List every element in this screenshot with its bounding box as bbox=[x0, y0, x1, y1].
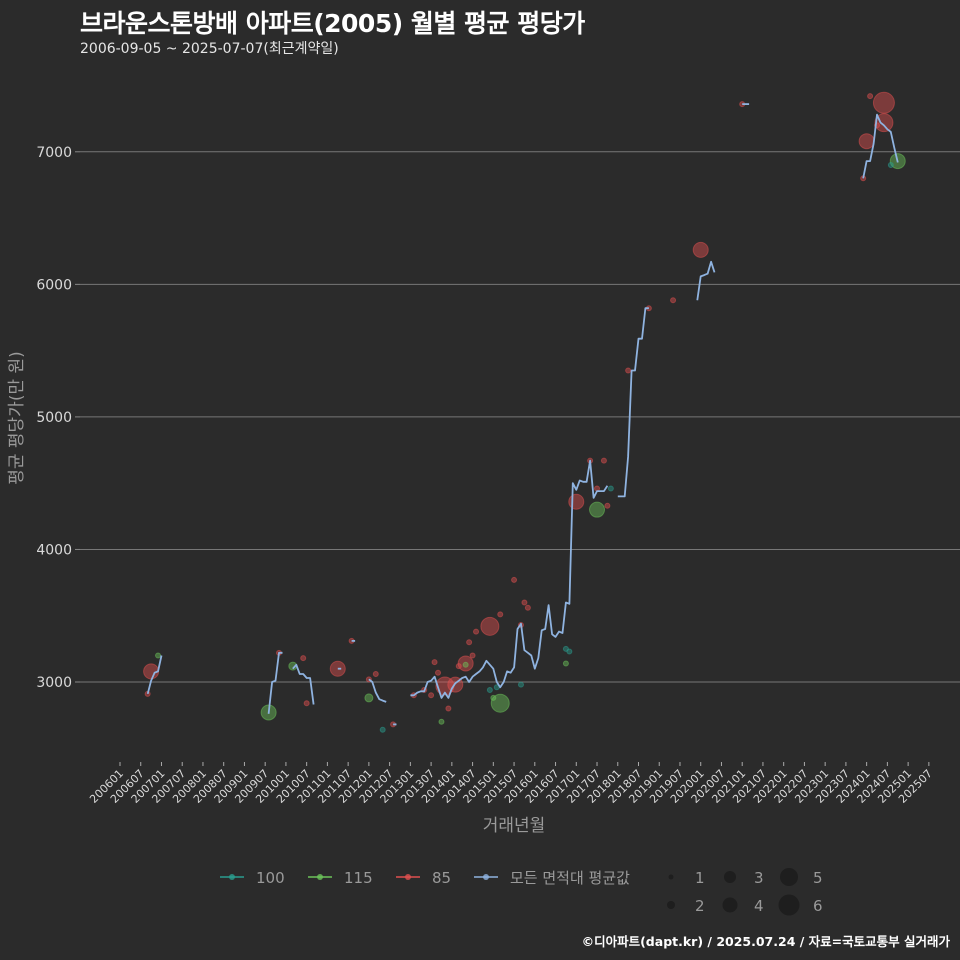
average-line-segment bbox=[368, 678, 387, 703]
average-line bbox=[146, 103, 899, 726]
y-axis: 3000 4000 5000 6000 7000 bbox=[36, 145, 80, 691]
scatter-point-85 bbox=[497, 611, 504, 618]
scatter-points bbox=[143, 91, 906, 733]
svg-text:5: 5 bbox=[813, 869, 823, 887]
scatter-point-85 bbox=[568, 493, 585, 510]
size-legend-item: 2 bbox=[667, 897, 705, 915]
scatter-point-85 bbox=[692, 241, 709, 258]
average-line-segment bbox=[862, 113, 899, 179]
svg-text:115: 115 bbox=[344, 869, 373, 887]
average-line-segment bbox=[410, 459, 609, 699]
scatter-point-100 bbox=[566, 648, 573, 655]
scatter-point-85 bbox=[625, 367, 632, 374]
legend-item: 85 bbox=[396, 869, 451, 887]
legend-item: 100 bbox=[220, 869, 285, 887]
scatter-point-115 bbox=[438, 718, 445, 725]
svg-text:2: 2 bbox=[695, 897, 705, 915]
scatter-point-85 bbox=[872, 91, 895, 114]
size-legend-item: 5 bbox=[780, 868, 823, 887]
scatter-point-85 bbox=[445, 705, 452, 712]
scatter-point-85 bbox=[431, 659, 438, 666]
scatter-point-115 bbox=[589, 501, 606, 518]
scatter-point-85 bbox=[521, 599, 528, 606]
x-axis-title: 거래년월 bbox=[483, 816, 546, 836]
svg-text:4: 4 bbox=[754, 897, 764, 915]
average-line-segment bbox=[696, 260, 716, 301]
average-line-segment bbox=[617, 307, 649, 498]
scatter-point-85 bbox=[524, 604, 531, 611]
size-legend-item: 3 bbox=[724, 869, 764, 887]
scatter-point-85 bbox=[457, 655, 474, 672]
svg-text:모든 면적대 평균값: 모든 면적대 평균값 bbox=[510, 869, 630, 887]
scatter-point-85 bbox=[303, 700, 310, 707]
scatter-point-100 bbox=[379, 726, 386, 733]
svg-text:3: 3 bbox=[754, 869, 764, 887]
scatter-point-85 bbox=[480, 616, 500, 636]
scatter-point-115 bbox=[562, 660, 569, 667]
svg-text:6: 6 bbox=[813, 897, 823, 915]
scatter-point-85 bbox=[867, 93, 874, 100]
y-tick-label: 4000 bbox=[36, 542, 72, 558]
legend-item: 115 bbox=[308, 869, 373, 887]
y-axis-title: 평균 평당가(만 원) bbox=[7, 351, 27, 485]
average-line-segment bbox=[267, 651, 283, 714]
scatter-point-85 bbox=[670, 297, 677, 304]
scatter-point-100 bbox=[887, 162, 894, 169]
legend: 100 115 85 모든 면적대 평균값 1 2 3 4 5 6 bbox=[220, 868, 823, 916]
chart-subtitle: 2006-09-05 ~ 2025-07-07(최근계약일) bbox=[80, 41, 339, 57]
scatter-point-100 bbox=[486, 686, 493, 693]
scatter-point-85 bbox=[473, 628, 480, 635]
svg-text:1: 1 bbox=[695, 869, 705, 887]
scatter-point-115 bbox=[364, 693, 374, 703]
scatter-point-115 bbox=[462, 661, 469, 668]
scatter-point-100 bbox=[517, 681, 524, 688]
scatter-point-85 bbox=[372, 671, 379, 678]
y-tick-label: 3000 bbox=[36, 675, 72, 691]
scatter-point-115 bbox=[155, 652, 162, 659]
y-tick-label: 6000 bbox=[36, 277, 72, 293]
chart-title: 브라운스톤방배 아파트(2005) 월별 평균 평당가 bbox=[80, 9, 585, 38]
scatter-point-85 bbox=[300, 655, 307, 662]
scatter-point-85 bbox=[600, 457, 607, 464]
y-tick-label: 7000 bbox=[36, 145, 72, 161]
gridlines bbox=[80, 151, 960, 683]
scatter-point-100 bbox=[607, 485, 614, 492]
size-legend-item: 4 bbox=[722, 897, 764, 915]
size-legend-item: 1 bbox=[668, 869, 705, 887]
x-axis: 2006012006072007012007072008012008072009… bbox=[87, 762, 935, 806]
average-line-segment bbox=[292, 663, 315, 705]
footer-credit: ©디아파트(dapt.kr) / 2025.07.24 / 자료=국토교통부 실… bbox=[581, 934, 950, 949]
average-line-segment bbox=[146, 655, 163, 695]
scatter-point-115 bbox=[490, 693, 510, 713]
scatter-point-85 bbox=[466, 639, 473, 646]
scatter-point-85 bbox=[428, 692, 435, 699]
size-legend-item: 6 bbox=[778, 894, 823, 916]
legend-item: 모든 면적대 평균값 bbox=[474, 869, 630, 887]
scatter-point-85 bbox=[858, 133, 875, 150]
scatter-point-85 bbox=[329, 660, 346, 677]
scatter-point-85 bbox=[604, 502, 611, 509]
scatter-point-85 bbox=[511, 576, 518, 583]
scatter-point-85 bbox=[435, 669, 442, 676]
y-tick-label: 5000 bbox=[36, 410, 72, 426]
scatter-point-85 bbox=[469, 652, 476, 659]
svg-text:85: 85 bbox=[432, 869, 451, 887]
svg-text:100: 100 bbox=[256, 869, 285, 887]
